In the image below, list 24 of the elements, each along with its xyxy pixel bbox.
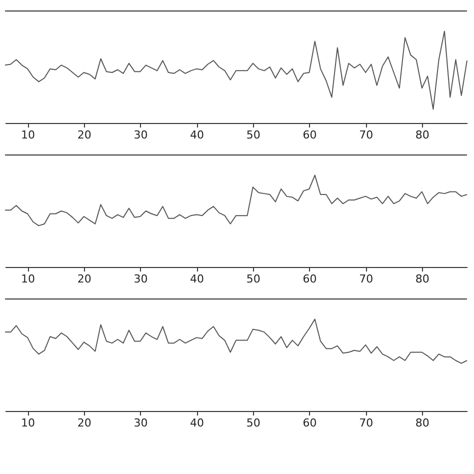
x-tick-label: 80 <box>415 128 430 142</box>
x-tick-label: 10 <box>21 272 36 286</box>
x-tick-label: 10 <box>21 416 36 430</box>
x-tick-label: 50 <box>246 272 260 286</box>
x-tick-label: 30 <box>134 416 148 430</box>
x-tick-label: 70 <box>359 128 374 142</box>
x-tick-label: 40 <box>190 272 204 286</box>
x-tick-label: 60 <box>302 416 317 430</box>
x-tick-label: 60 <box>302 128 317 142</box>
x-tick-label: 60 <box>302 272 317 286</box>
x-tick-label: 20 <box>77 128 92 142</box>
x-tick-label: 10 <box>21 128 36 142</box>
x-tick-label: 70 <box>359 272 374 286</box>
x-tick-label: 20 <box>77 416 92 430</box>
x-tick-label: 80 <box>415 416 430 430</box>
x-tick-label: 80 <box>415 272 430 286</box>
x-tick-label: 50 <box>246 416 260 430</box>
x-tick-label: 30 <box>134 128 148 142</box>
x-tick-label: 50 <box>246 128 260 142</box>
x-tick-label: 40 <box>190 416 204 430</box>
x-tick-label: 40 <box>190 128 204 142</box>
x-tick-label: 20 <box>77 272 92 286</box>
x-tick-label: 70 <box>359 416 374 430</box>
x-tick-label: 30 <box>134 272 148 286</box>
